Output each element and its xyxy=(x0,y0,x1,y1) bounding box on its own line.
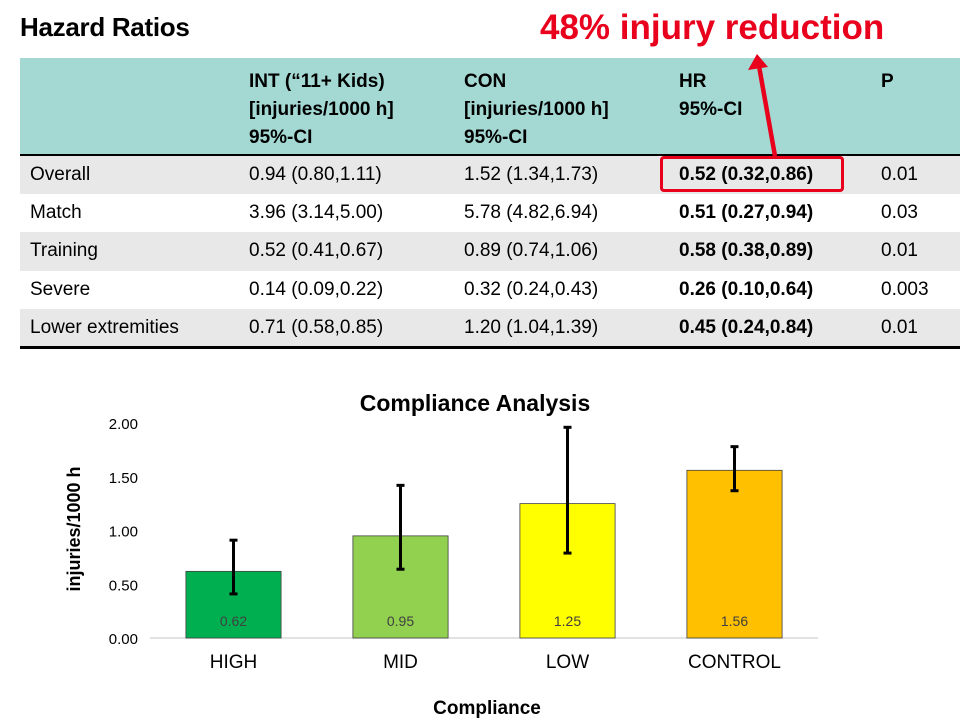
hr-value: 0.26 (0.10,0.64) xyxy=(679,279,814,301)
chart-title: Compliance Analysis xyxy=(360,390,591,416)
y-axis-label: injuries/1000 h xyxy=(64,466,84,591)
con-value: 1.20 (1.04,1.39) xyxy=(464,309,679,350)
x-tick-label: CONTROL xyxy=(688,652,781,673)
table-row: Severe 0.14 (0.09,0.22) 0.32 (0.24,0.43)… xyxy=(20,270,960,310)
int-value: 0.52 (0.41,0.67) xyxy=(249,240,384,262)
x-axis-ticks: HIGH MID LOW CONTROL xyxy=(210,652,781,673)
p-value: 0.03 xyxy=(881,201,918,223)
arrow-shaft xyxy=(756,65,778,157)
y-axis-ticks: 0.00 0.50 1.00 1.50 2.00 xyxy=(109,416,138,648)
bar-value-label: 1.56 xyxy=(721,613,748,629)
y-tick-label: 1.50 xyxy=(109,470,138,487)
y-tick-label: 0.50 xyxy=(109,577,138,594)
y-tick-label: 2.00 xyxy=(109,416,138,433)
p-value: 0.003 xyxy=(881,279,929,301)
x-tick-label: MID xyxy=(383,652,418,673)
hr-value: 0.58 (0.38,0.89) xyxy=(679,240,814,262)
x-tick-label: LOW xyxy=(546,652,589,673)
row-label: Training xyxy=(30,240,98,262)
header-int-column: INT (“11+ Kids) [injuries/1000 h] 95%-CI xyxy=(249,58,464,156)
row-label: Severe xyxy=(30,279,91,301)
p-value: 0.01 xyxy=(881,309,960,350)
arrow-head xyxy=(748,54,768,70)
int-value: 0.14 (0.09,0.22) xyxy=(249,279,384,301)
row-label: Overall xyxy=(30,163,91,185)
hr-value: 0.52 (0.32,0.86) xyxy=(679,163,814,185)
header-p-column: P xyxy=(881,58,960,156)
hr-value: 0.51 (0.27,0.94) xyxy=(679,201,814,223)
header-con-column: CON [injuries/1000 h] 95%-CI xyxy=(464,58,679,156)
con-value: 5.78 (4.82,6.94) xyxy=(464,201,599,223)
bar-value-label: 0.95 xyxy=(387,613,414,629)
int-value: 0.94 (0.80,1.11) xyxy=(249,163,382,185)
compliance-chart: Compliance Analysis injuries/1000 h Comp… xyxy=(64,390,818,719)
table-row: Overall 0.94 (0.80,1.11) 1.52 (1.34,1.73… xyxy=(20,155,960,194)
hr-value: 0.45 (0.24,0.84) xyxy=(679,309,881,350)
con-value: 1.52 (1.34,1.73) xyxy=(464,163,599,185)
int-value: 0.71 (0.58,0.85) xyxy=(249,309,464,350)
bar-series: 0.62 0.95 1.25 1.56 xyxy=(185,425,783,639)
highlight-arrow xyxy=(748,54,778,157)
header-hr-column: HR 95%-CI xyxy=(679,58,881,156)
row-label: Match xyxy=(30,201,82,223)
hazard-ratio-table: INT (“11+ Kids) [injuries/1000 h] 95%-CI… xyxy=(20,58,960,350)
table-row: Lower extremities 0.71 (0.58,0.85) 1.20 … xyxy=(20,309,960,350)
page-title: Hazard Ratios xyxy=(20,12,190,42)
x-tick-label: HIGH xyxy=(210,652,258,673)
bar-value-label: 0.62 xyxy=(220,613,247,629)
table-header-row: INT (“11+ Kids) [injuries/1000 h] 95%-CI… xyxy=(20,58,960,156)
row-label: Lower extremities xyxy=(20,309,249,350)
header-label-column xyxy=(20,58,249,156)
x-axis-label: Compliance xyxy=(433,698,541,719)
y-tick-label: 1.00 xyxy=(109,524,138,541)
table-row: Match 3.96 (3.14,5.00) 5.78 (4.82,6.94) … xyxy=(20,193,960,233)
bar xyxy=(686,469,783,639)
table-row: Training 0.52 (0.41,0.67) 0.89 (0.74,1.0… xyxy=(20,232,960,271)
bar-value-label: 1.25 xyxy=(554,613,581,629)
injury-reduction-headline: 48% injury reduction xyxy=(540,8,885,47)
p-value: 0.01 xyxy=(881,163,918,185)
int-value: 3.96 (3.14,5.00) xyxy=(249,201,384,223)
con-value: 0.89 (0.74,1.06) xyxy=(464,240,599,262)
y-tick-label: 0.00 xyxy=(109,631,138,648)
con-value: 0.32 (0.24,0.43) xyxy=(464,279,599,301)
p-value: 0.01 xyxy=(881,240,918,262)
